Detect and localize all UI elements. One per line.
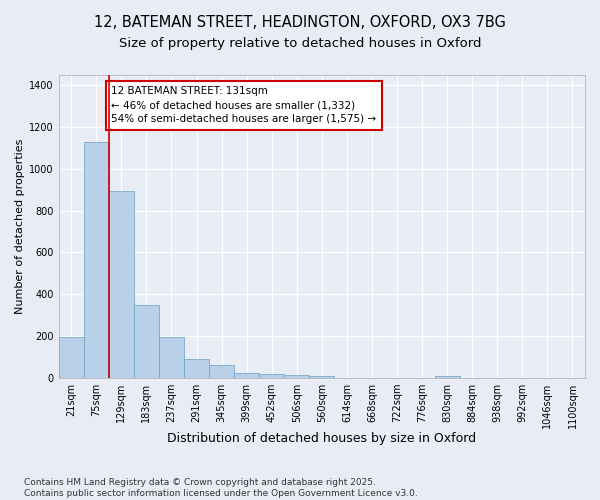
Bar — [309, 376, 334, 378]
Bar — [159, 337, 184, 378]
Text: 12, BATEMAN STREET, HEADINGTON, OXFORD, OX3 7BG: 12, BATEMAN STREET, HEADINGTON, OXFORD, … — [94, 15, 506, 30]
Text: Size of property relative to detached houses in Oxford: Size of property relative to detached ho… — [119, 38, 481, 51]
Text: Contains HM Land Registry data © Crown copyright and database right 2025.
Contai: Contains HM Land Registry data © Crown c… — [24, 478, 418, 498]
Bar — [284, 374, 309, 378]
Bar — [59, 337, 84, 378]
Bar — [134, 304, 159, 378]
X-axis label: Distribution of detached houses by size in Oxford: Distribution of detached houses by size … — [167, 432, 476, 445]
Y-axis label: Number of detached properties: Number of detached properties — [15, 138, 25, 314]
Bar — [84, 142, 109, 378]
Bar — [209, 365, 234, 378]
Bar — [184, 359, 209, 378]
Bar — [259, 374, 284, 378]
Bar — [109, 191, 134, 378]
Bar — [434, 376, 460, 378]
Text: 12 BATEMAN STREET: 131sqm
← 46% of detached houses are smaller (1,332)
54% of se: 12 BATEMAN STREET: 131sqm ← 46% of detac… — [111, 86, 376, 124]
Bar — [234, 372, 259, 378]
